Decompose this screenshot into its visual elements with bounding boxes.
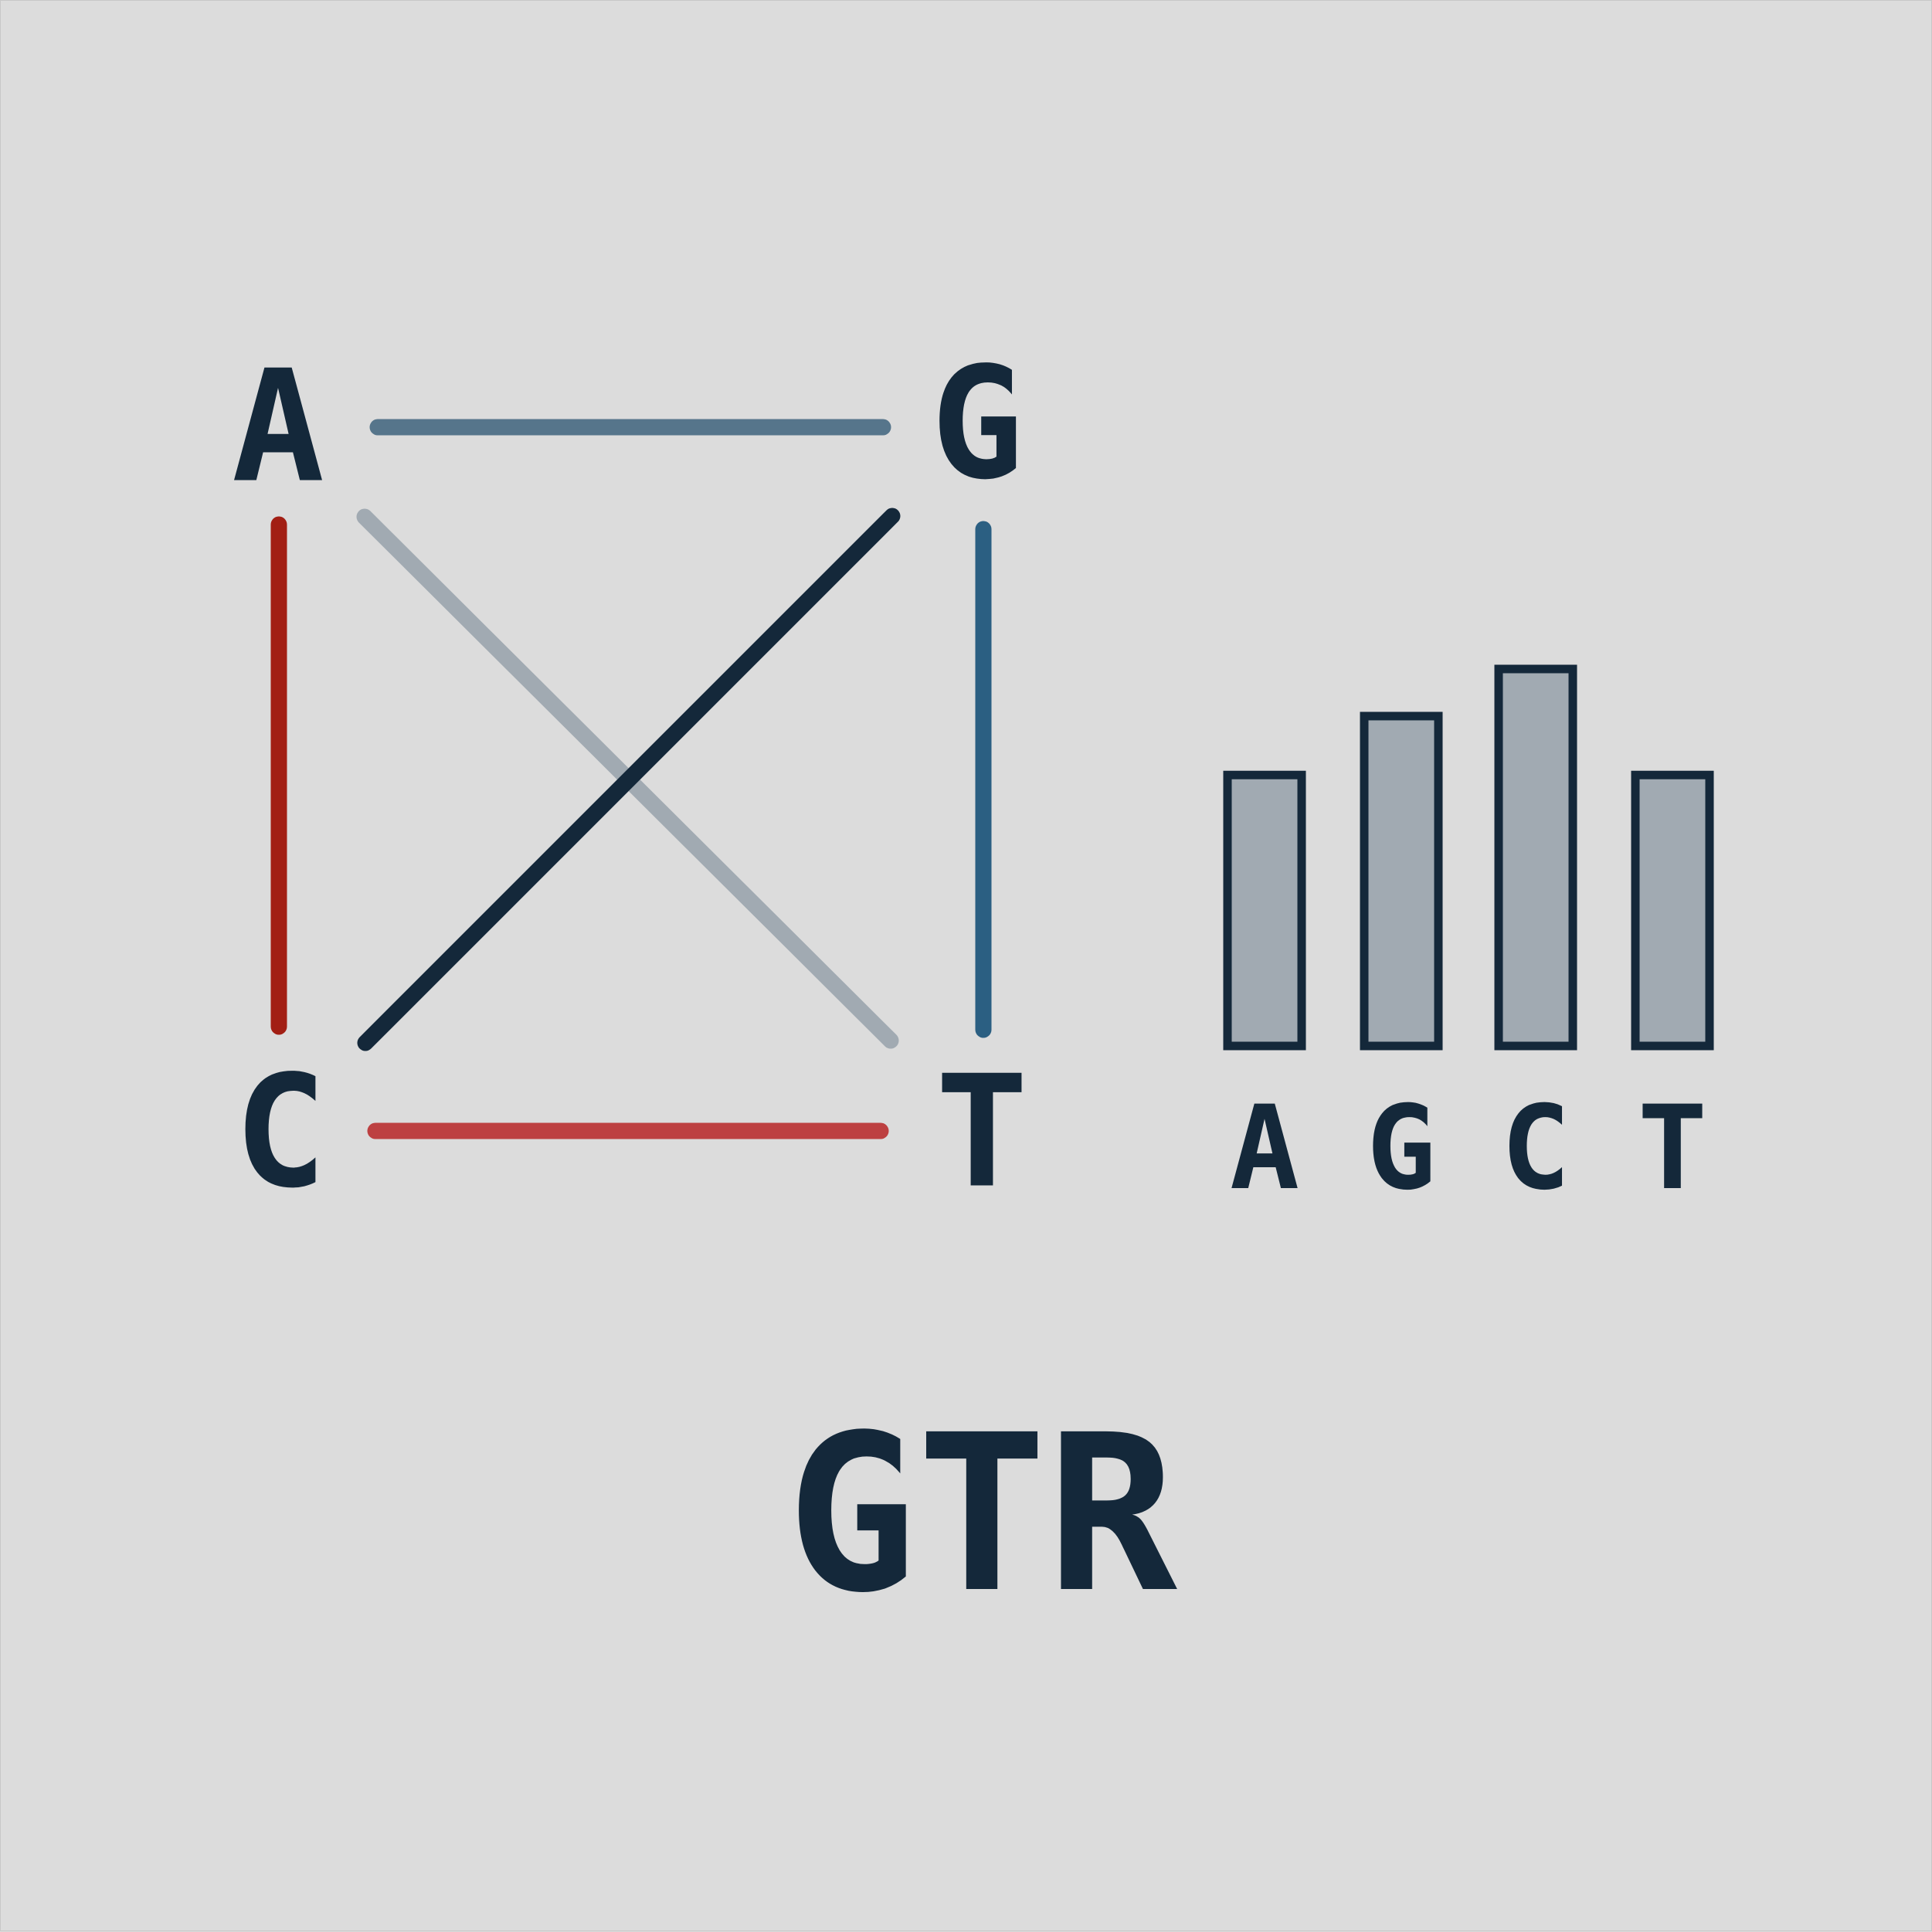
edge-g-c	[357, 508, 901, 1051]
rate-edges	[270, 419, 992, 1139]
node-t: T	[935, 1043, 1028, 1223]
bar-label-a: A	[1230, 1081, 1299, 1216]
bar-label-t: T	[1638, 1081, 1707, 1216]
bar-t	[1631, 770, 1714, 1051]
bar-g	[1360, 711, 1443, 1051]
node-a: A	[232, 338, 324, 518]
nucleotide-nodes: A G C T	[232, 334, 1028, 1223]
bar-label-g: G	[1367, 1081, 1436, 1216]
node-g: G	[931, 334, 1024, 514]
model-title: GTR	[786, 1389, 1179, 1641]
base-frequency-bars	[1223, 664, 1714, 1051]
bar-label-c: C	[1501, 1081, 1570, 1216]
bar-c	[1494, 664, 1577, 1051]
bar-a	[1223, 770, 1306, 1051]
node-c: C	[234, 1043, 327, 1223]
